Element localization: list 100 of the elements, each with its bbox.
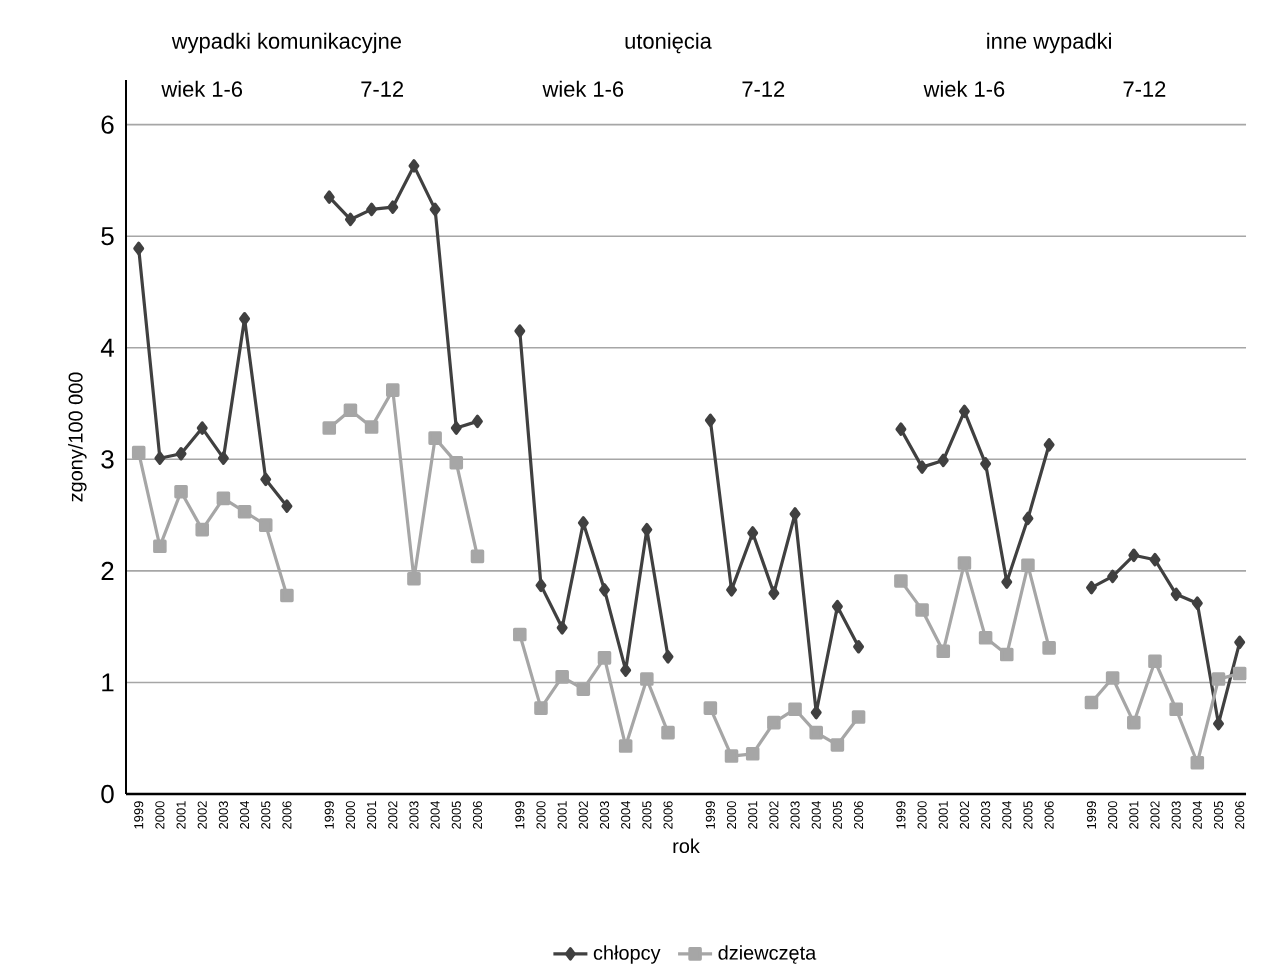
point — [428, 431, 442, 445]
annotation: 7-12 — [1123, 81, 1166, 97]
point — [153, 539, 167, 554]
point — [831, 599, 843, 614]
point — [1001, 575, 1013, 589]
point — [1191, 596, 1203, 611]
point — [429, 202, 441, 217]
point — [577, 516, 589, 530]
legend-label: chłopcy — [593, 945, 661, 964]
point — [260, 472, 272, 487]
point — [1170, 587, 1182, 602]
annotation: 7-12 — [742, 81, 785, 97]
y-axis-title: zgony/100 000 — [68, 372, 87, 502]
point — [1085, 580, 1097, 595]
point — [980, 457, 992, 471]
point — [195, 522, 209, 537]
point — [661, 725, 675, 740]
point — [408, 159, 420, 173]
point — [895, 422, 907, 436]
point — [387, 200, 399, 214]
point — [704, 413, 716, 428]
point — [1022, 511, 1034, 526]
text: inne wypadki — [987, 32, 1111, 54]
point — [1021, 558, 1035, 573]
point — [851, 710, 866, 724]
point — [724, 749, 739, 763]
point — [1169, 702, 1183, 716]
point — [449, 455, 464, 470]
point — [556, 620, 568, 635]
point — [809, 725, 823, 740]
x-axis-title: rok — [673, 838, 700, 854]
legend-label: dziewczęta — [718, 945, 817, 964]
point — [175, 446, 187, 461]
y-tick-label: 6 — [101, 115, 114, 134]
point — [916, 460, 928, 474]
point — [154, 451, 166, 465]
point — [513, 627, 527, 642]
point — [1211, 672, 1226, 686]
point — [1128, 548, 1140, 563]
point — [280, 588, 294, 603]
point — [1190, 755, 1205, 770]
point — [789, 507, 801, 521]
point — [450, 421, 462, 435]
point — [471, 414, 483, 429]
point — [216, 491, 231, 506]
point — [239, 311, 251, 326]
point — [237, 504, 252, 519]
point — [555, 670, 569, 684]
point — [978, 631, 993, 645]
point — [810, 705, 822, 720]
point — [1105, 671, 1120, 685]
point — [745, 747, 760, 761]
text: wypadki komunikacyjne — [171, 32, 401, 54]
point — [640, 672, 654, 686]
point — [830, 738, 845, 752]
point — [407, 571, 421, 586]
point — [936, 644, 951, 658]
point — [999, 647, 1014, 662]
point — [620, 663, 632, 677]
point — [1149, 552, 1161, 567]
point — [703, 701, 718, 715]
point — [1234, 635, 1246, 650]
point — [1232, 666, 1247, 681]
point — [894, 574, 908, 588]
point — [470, 549, 485, 564]
point — [937, 453, 949, 468]
point — [576, 682, 591, 696]
point — [217, 451, 229, 465]
point — [366, 202, 378, 217]
point — [514, 324, 526, 338]
point — [618, 739, 633, 753]
point — [1042, 641, 1056, 655]
point — [597, 651, 612, 665]
point — [1107, 569, 1119, 584]
point — [343, 403, 358, 418]
point — [726, 583, 738, 597]
point — [323, 190, 335, 204]
point — [364, 420, 379, 434]
text: utonięcia — [625, 32, 712, 54]
point — [1084, 695, 1099, 710]
point — [768, 586, 780, 600]
point — [599, 583, 610, 597]
point — [535, 578, 547, 593]
point — [131, 445, 146, 460]
point — [641, 522, 653, 537]
y-tick-label: 1 — [102, 673, 114, 692]
point — [767, 715, 781, 730]
y-tick-label: 5 — [101, 227, 114, 246]
point — [534, 701, 548, 715]
point — [258, 518, 273, 532]
annotation: wiek 1-6 — [542, 80, 624, 97]
point — [344, 212, 356, 227]
point — [174, 484, 188, 499]
annotation: wiek 1-6 — [161, 80, 243, 97]
y-tick-label: 3 — [101, 450, 114, 469]
point — [853, 639, 865, 654]
point — [915, 603, 929, 617]
point — [133, 241, 145, 256]
point — [662, 650, 674, 664]
y-tick-label: 4 — [100, 338, 114, 357]
